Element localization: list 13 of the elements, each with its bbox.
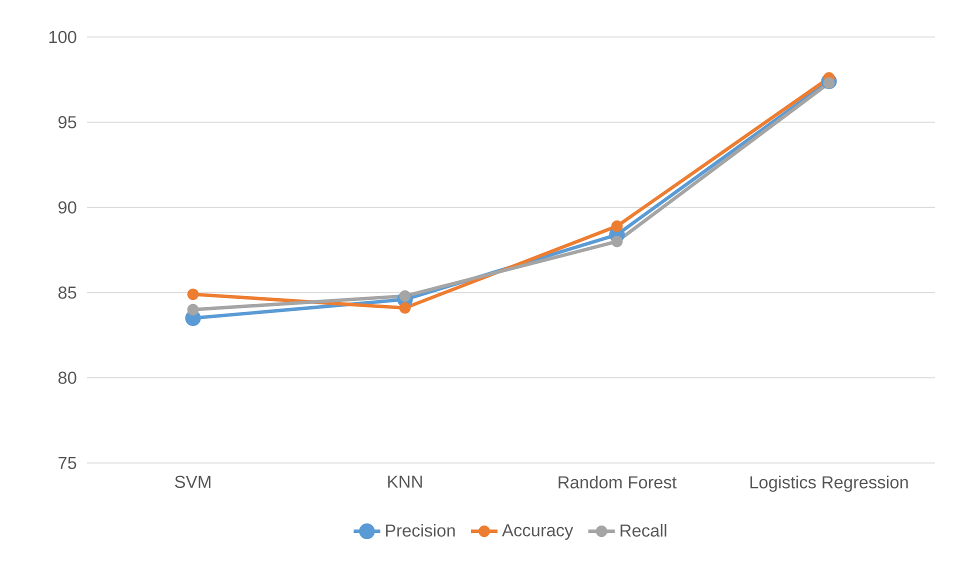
y-tick-label: 80 xyxy=(58,372,76,384)
y-tick-label: 85 xyxy=(58,286,76,299)
x-tick-label: KNN xyxy=(388,476,422,488)
legend-label: Recall xyxy=(620,524,666,537)
x-tick-label: Logistics Regression xyxy=(750,476,908,492)
y-tick-label: 75 xyxy=(58,456,76,470)
y-tick-label: 100 xyxy=(49,30,76,44)
y-tick-label: 90 xyxy=(58,201,76,214)
x-tick-label: Random Forest xyxy=(558,476,677,488)
legend-label: Accuracy xyxy=(502,524,574,540)
x-tick-label: SVM xyxy=(175,476,210,488)
y-tick-label: 95 xyxy=(58,116,76,128)
legend-label: Precision xyxy=(386,524,455,537)
